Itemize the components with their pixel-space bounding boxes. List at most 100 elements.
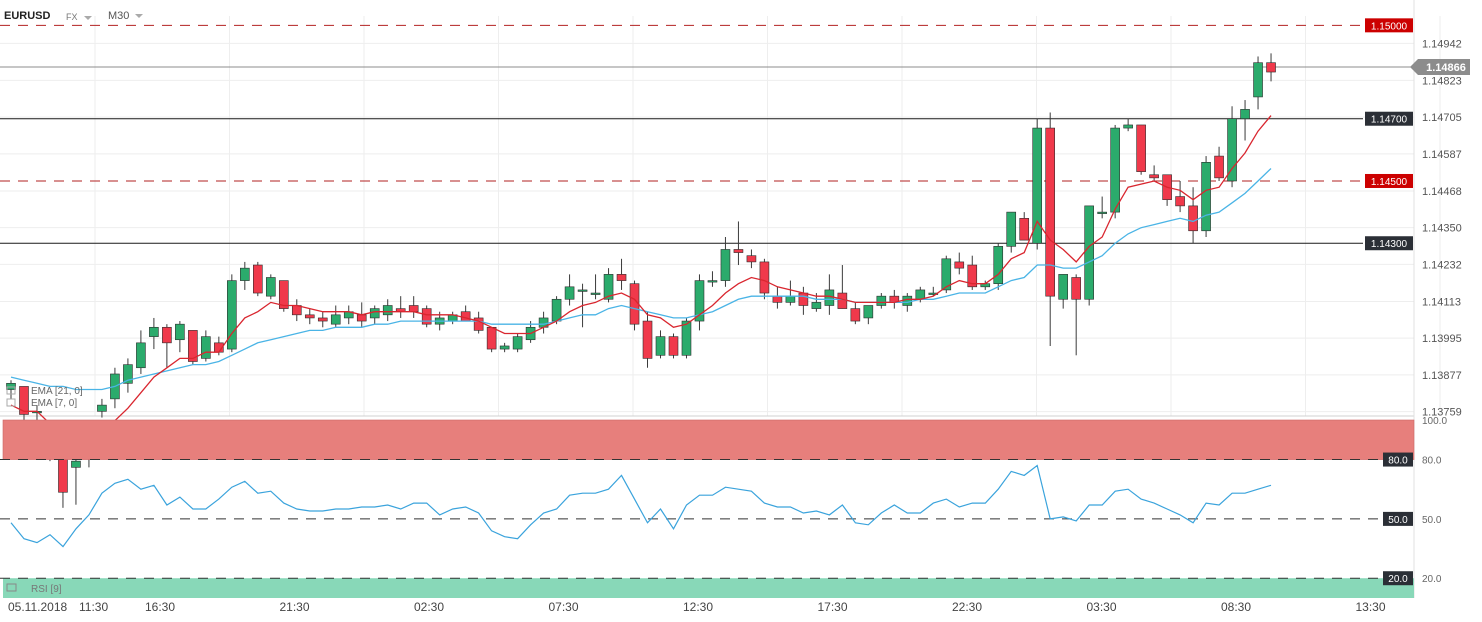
price-level-tag [1365, 173, 1413, 188]
price-tick-label: 1.14468 [1422, 186, 1462, 198]
candle-body [1097, 211, 1107, 214]
candle-body [759, 261, 770, 294]
candle-body [499, 345, 510, 350]
price-tick-label: 1.13995 [1422, 333, 1462, 345]
rsi-pane: 80.0 50.0 20.0 100.0 80.0 50.0 20.0 RSI [9] [0, 416, 1447, 598]
price-tick-label: 1.13759 [1422, 407, 1462, 419]
rsi-overbought-zone [2, 419, 1415, 460]
candle-body [6, 383, 16, 390]
candle-body [1214, 155, 1224, 179]
time-tick-label: 17:30 [818, 600, 848, 614]
candle-body [1058, 274, 1068, 300]
candle-body [512, 336, 523, 350]
candle-body [1227, 118, 1237, 182]
candle-body [603, 274, 614, 300]
candle-body [1266, 62, 1276, 73]
timeframe-selector[interactable]: M30 [108, 10, 144, 22]
candle-body [71, 460, 81, 468]
candle-body [227, 280, 237, 350]
candle-body [175, 323, 185, 341]
candle-body [993, 246, 1004, 285]
rsi-level-tag [1383, 571, 1413, 586]
time-tick-label: 02:30 [414, 600, 444, 614]
price-tick-label: 1.14113 [1422, 296, 1461, 308]
rsi-legend-label: RSI [9] [31, 584, 62, 595]
rsi-level-label: 80.0 [1388, 456, 1408, 467]
candle-body [707, 280, 718, 283]
price-tick-label: 1.13877 [1422, 370, 1462, 382]
ema7-line [10, 115, 1272, 450]
candle-body [1136, 124, 1146, 172]
candle-body [902, 295, 913, 306]
rsi-tick-label: 100.0 [1422, 416, 1447, 427]
price-level-label: 1.15000 [1371, 21, 1408, 32]
candle-body [746, 255, 757, 263]
time-tick-label: 08:30 [1221, 600, 1251, 614]
candle-body [1253, 62, 1263, 98]
candle-body [1032, 127, 1043, 244]
rsi-level-tag [1383, 452, 1413, 467]
price-level-tag [1365, 236, 1413, 251]
candle-body [824, 289, 835, 306]
candle-body [201, 336, 211, 359]
candle-body [1188, 205, 1198, 232]
candle-body [136, 342, 146, 369]
candle-body [473, 317, 484, 331]
candle-body [668, 336, 679, 356]
candle-body [577, 289, 588, 292]
symbol-selector[interactable]: EURUSD [4, 10, 51, 22]
candle-body [304, 314, 315, 319]
last-price-badge [1410, 59, 1470, 76]
candle-body [863, 305, 874, 319]
legend-settings-icon [6, 386, 16, 395]
time-tick-label: 22:30 [952, 600, 982, 614]
candle-body [1019, 218, 1030, 241]
chevron-down-icon [83, 15, 92, 20]
candle-body [837, 292, 848, 309]
price-tick-label: 1.14350 [1422, 223, 1462, 235]
chevron-down-icon [135, 14, 144, 19]
price-tick-label: 1.14823 [1422, 75, 1462, 87]
rsi-level-tag [1383, 511, 1413, 526]
candle-body [564, 286, 575, 300]
indicator-legend: EMA [21, 0]EMA [7, 0] [6, 386, 83, 409]
rsi-tick-label: 20.0 [1422, 574, 1442, 585]
candle-body [642, 320, 653, 359]
candle-body [19, 386, 29, 415]
price-tick-label: 1.14232 [1422, 259, 1462, 271]
candle-body [551, 298, 562, 322]
rsi-tick-label: 80.0 [1422, 456, 1442, 467]
market-selector[interactable]: FX [66, 12, 92, 22]
time-tick-label: 11:30 [79, 600, 108, 614]
candle-body [772, 295, 783, 303]
candle-body [1175, 196, 1185, 207]
chart-header: EURUSD FX M30 [0, 0, 400, 24]
candle-body [785, 295, 796, 303]
price-level-tag [1365, 111, 1413, 126]
price-axis: 1.14942 1.14823 1.14705 1.14587 1.14468 1.143… [1410, 38, 1470, 419]
candle-body [720, 249, 731, 281]
rsi-tick-label: 50.0 [1422, 515, 1442, 526]
candle-body [655, 336, 666, 356]
candle-body [1110, 127, 1120, 213]
candle-body [382, 305, 393, 316]
price-level-label: 1.14700 [1371, 115, 1408, 126]
candle-body [421, 308, 432, 325]
timeframe-label: M30 [108, 10, 130, 22]
candle-body [58, 454, 68, 493]
candle-body [1045, 127, 1055, 297]
rsi-oversold-zone [3, 578, 1414, 598]
rsi-line [10, 464, 1272, 548]
candle-body [681, 320, 692, 356]
time-tick-label: 03:30 [1087, 600, 1117, 614]
candle-body [876, 295, 887, 306]
candle-body [928, 292, 939, 295]
ema-lines [10, 115, 1272, 450]
time-tick-label: 05.11.2018 [8, 600, 67, 614]
candle-body [1240, 109, 1250, 120]
candle-body [1201, 162, 1211, 232]
candle-body [1149, 174, 1159, 179]
candle-body [460, 311, 471, 322]
candle-body [1071, 277, 1081, 300]
